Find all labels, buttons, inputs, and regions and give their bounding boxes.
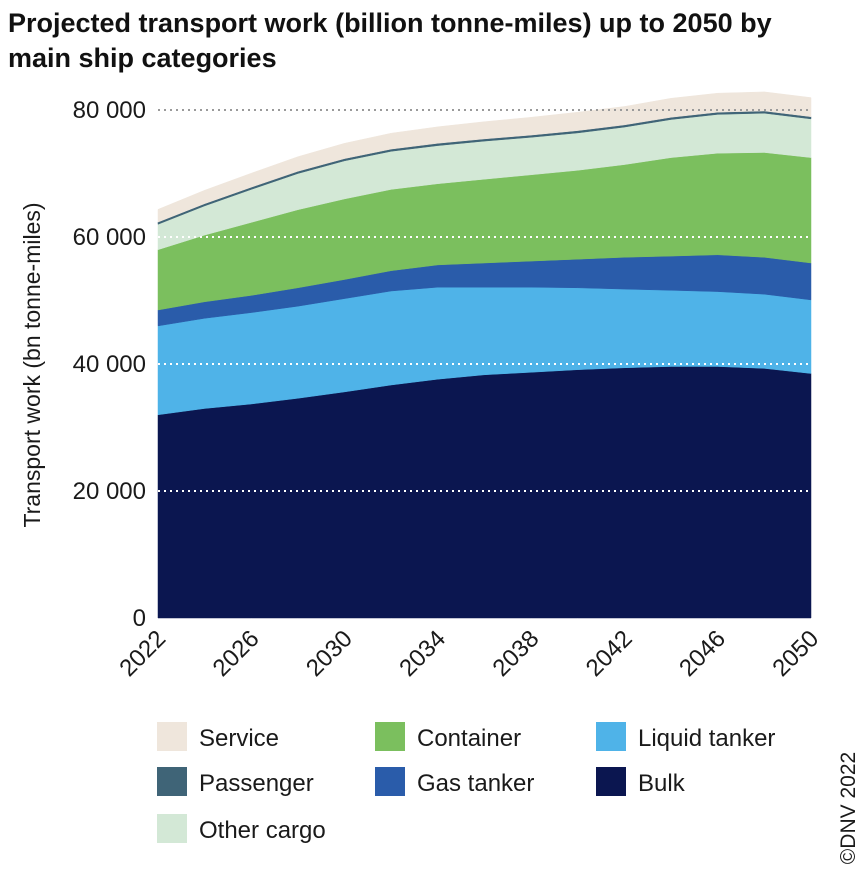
y-tick-label: 40 000 [73, 351, 146, 378]
y-tick-label: 0 [133, 605, 146, 632]
legend-swatch [596, 767, 626, 796]
legend-swatch [157, 767, 187, 796]
legend-swatch [157, 814, 187, 843]
y-tick-label: 20 000 [73, 478, 146, 505]
x-tick-label: 2034 [394, 625, 451, 682]
x-tick-label: 2046 [674, 625, 731, 682]
legend-label: Other cargo [199, 817, 326, 844]
area-service [157, 91, 812, 223]
copyright-credit: ©DNV 2022 [837, 752, 860, 864]
legend-swatch [157, 722, 187, 751]
y-axis-title: Transport work (bn tonne-miles) [19, 202, 45, 527]
legend-label: Liquid tanker [638, 725, 775, 752]
x-axis-ticks: 2022 2026 2030 2034 2038 2042 2046 2050 [114, 625, 824, 682]
x-tick-label: 2038 [488, 625, 545, 682]
x-tick-label: 2050 [767, 625, 824, 682]
legend-label: Passenger [199, 770, 314, 797]
legend: Service Container Liquid tanker Passenger Ga… [157, 722, 775, 844]
y-tick-label: 60 000 [73, 224, 146, 251]
y-tick-label: 80 000 [73, 97, 146, 124]
y-axis-ticks: 0 20 000 40 000 60 000 80 000 [73, 97, 146, 632]
chart-title: Projected transport work (billion tonne-… [8, 8, 772, 73]
legend-label: Service [199, 725, 279, 752]
legend-swatch [375, 767, 405, 796]
x-tick-label: 2042 [581, 625, 638, 682]
legend-swatch [596, 722, 626, 751]
x-tick-label: 2026 [208, 625, 265, 682]
grid-lines [158, 109, 811, 492]
legend-label: Gas tanker [417, 770, 534, 797]
area-bulk [157, 366, 812, 619]
legend-label: Container [417, 725, 521, 752]
legend-swatch [375, 722, 405, 751]
area-layers [157, 91, 812, 619]
x-tick-label: 2022 [114, 625, 171, 682]
x-tick-label: 2030 [301, 625, 358, 682]
legend-label: Bulk [638, 770, 686, 797]
